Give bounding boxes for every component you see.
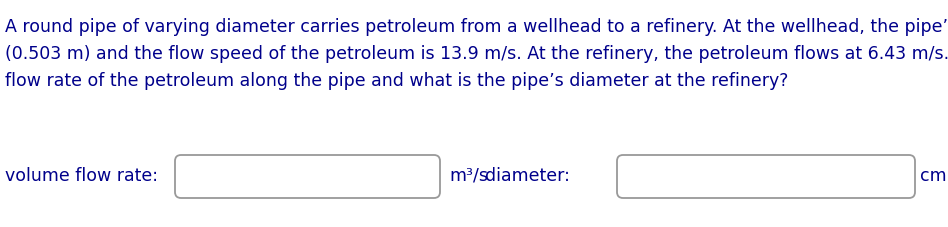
Text: flow rate of the petroleum along the pipe and what is the pipe’s diameter at the: flow rate of the petroleum along the pip…: [5, 72, 789, 90]
FancyBboxPatch shape: [175, 155, 440, 198]
Text: (0.503 m) and the flow speed of the petroleum is 13.9 m/s. At the refinery, the : (0.503 m) and the flow speed of the petr…: [5, 45, 948, 63]
Text: volume flow rate:: volume flow rate:: [5, 167, 158, 185]
Text: A round pipe of varying diameter carries petroleum from a wellhead to a refinery: A round pipe of varying diameter carries…: [5, 18, 948, 36]
Text: cm: cm: [920, 167, 947, 185]
Text: m³/s: m³/s: [449, 167, 488, 185]
Text: diameter:: diameter:: [485, 167, 570, 185]
FancyBboxPatch shape: [617, 155, 915, 198]
